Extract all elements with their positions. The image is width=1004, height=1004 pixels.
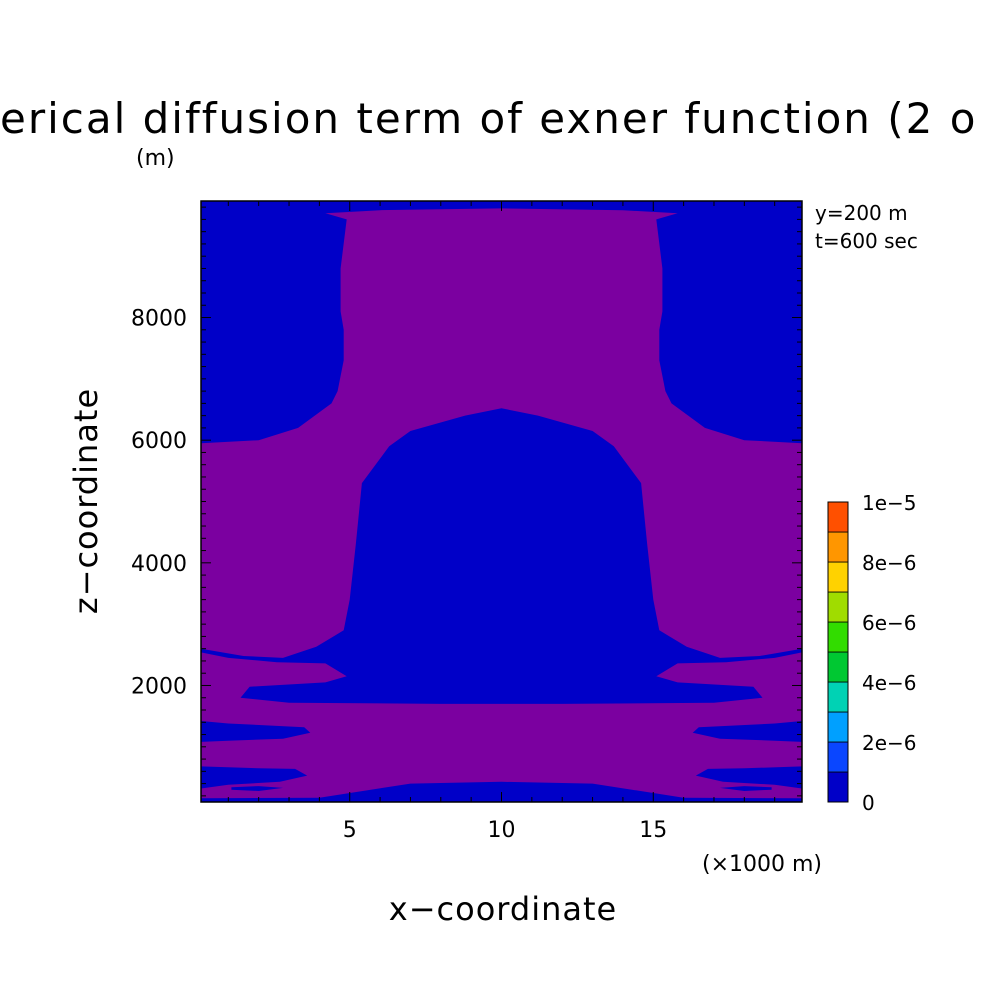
colorbar-swatch: [827, 711, 849, 743]
annotation-y: y=200 m: [815, 201, 908, 225]
y-tick-label: 8000: [131, 307, 187, 332]
chart-title: erical diffusion term of exner function …: [0, 94, 977, 143]
x-tick-label: 10: [488, 818, 516, 843]
colorbar-label: 0: [862, 791, 875, 815]
y-axis-label: z−coordinate: [67, 388, 105, 614]
colorbar-label: 4e−6: [862, 671, 917, 695]
contour-region-3: [231, 786, 283, 791]
x-tick-label: 15: [639, 818, 667, 843]
colorbar-swatch: [827, 501, 849, 533]
x-axis-label: x−coordinate: [389, 890, 617, 928]
colorbar-swatch: [827, 651, 849, 683]
colorbar: 0 2e−6 4e−6 6e−6 8e−6 1e−5: [827, 491, 917, 815]
colorbar-label: 1e−5: [862, 491, 917, 515]
y-tick-label: 6000: [131, 429, 187, 454]
annotation-t: t=600 sec: [815, 229, 918, 253]
colorbar-swatch: [827, 591, 849, 623]
contour-region-4: [720, 786, 772, 791]
colorbar-swatch: [827, 561, 849, 593]
colorbar-swatch: [827, 621, 849, 653]
colorbar-swatch: [827, 741, 849, 773]
contour-region-1: [201, 208, 802, 799]
colorbar-swatch: [827, 771, 849, 803]
y-tick-label: 2000: [131, 674, 187, 699]
colorbar-swatch: [827, 531, 849, 563]
colorbar-label: 8e−6: [862, 551, 917, 575]
x-axis-unit: (×1000 m): [702, 852, 822, 877]
contour-fill: [201, 201, 802, 802]
y-tick-label: 4000: [131, 552, 187, 577]
colorbar-frame: [827, 501, 849, 803]
contour-region-2: [319, 646, 684, 657]
x-tick-label: 5: [343, 818, 357, 843]
colorbar-swatch: [827, 681, 849, 713]
colorbar-label: 2e−6: [862, 731, 917, 755]
colorbar-label: 6e−6: [862, 611, 917, 635]
plot-area: [200, 200, 803, 803]
axis-ticks: 5 10 15 2000 4000 6000 8000: [131, 201, 802, 843]
chart-title-unit: (m): [136, 146, 175, 171]
